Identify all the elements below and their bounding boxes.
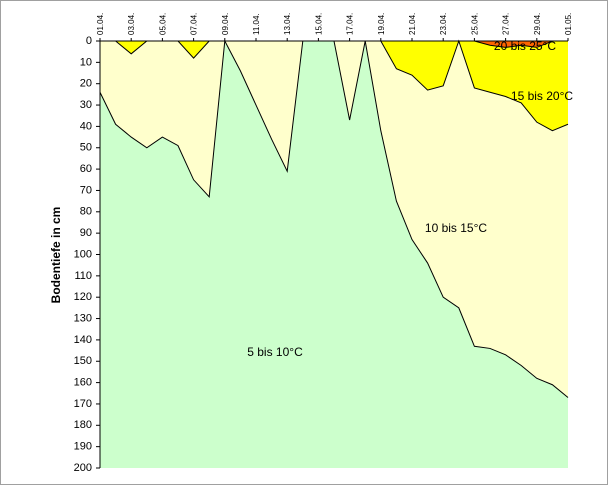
x-tick-label: 21.04. [408,13,417,35]
x-tick-label: 11.04. [252,13,261,35]
y-tick-label: 40 [80,120,92,132]
y-tick-label: 20 [80,78,92,90]
x-tick-label: 17.04. [346,13,355,35]
x-tick-label: 01.05. [564,13,573,35]
y-tick-label: 50 [80,142,92,154]
y-tick-label: 180 [74,419,92,431]
y-axis-title: Bodentiefe in cm [49,207,63,304]
series-label: 10 bis 15°C [425,221,488,235]
y-tick-label: 90 [80,227,92,239]
y-tick-label: 140 [74,334,92,346]
y-tick-label: 80 [80,206,92,218]
x-tick-label: 01.04. [96,13,105,35]
y-tick-label: 190 [74,441,92,453]
x-tick-label: 03.04. [127,13,136,35]
y-tick-label: 150 [74,355,92,367]
x-tick-label: 13.04. [283,13,292,35]
x-tick-label: 25.04. [470,13,479,35]
y-tick-label: 100 [74,248,92,260]
x-tick-label: 07.04. [190,13,199,35]
y-tick-label: 0 [86,35,92,47]
y-tick-label: 160 [74,377,92,389]
y-tick-label: 110 [74,270,92,282]
x-tick-label: 27.04. [502,13,511,35]
series-label: 5 bis 10°C [247,345,303,359]
y-tick-label: 130 [74,312,92,324]
y-tick-label: 70 [80,184,92,196]
y-tick-label: 200 [74,462,92,474]
x-tick-label: 23.04. [439,13,448,35]
y-tick-label: 10 [80,56,92,68]
y-tick-label: 60 [80,163,92,175]
y-tick-label: 120 [74,291,92,303]
y-tick-label: 170 [74,398,92,410]
series-label: 20 bis 25°C [494,39,557,53]
x-tick-label: 09.04. [221,13,230,35]
x-tick-label: 29.04. [533,13,542,35]
series-label: 15 bis 20°C [511,89,574,103]
x-tick-label: 05.04. [158,13,167,35]
area [100,41,568,468]
x-tick-label: 19.04. [377,13,386,35]
y-tick-label: 30 [80,99,92,111]
x-tick-label: 15.04. [314,13,323,35]
